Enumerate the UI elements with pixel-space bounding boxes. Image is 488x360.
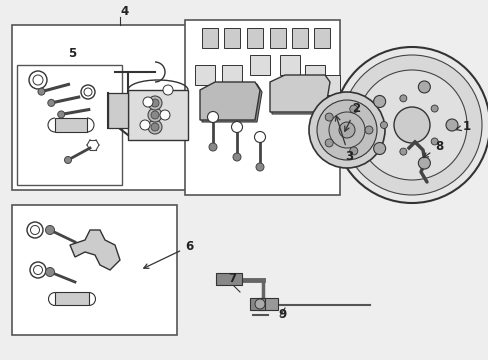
Bar <box>305 65 325 85</box>
Text: 4: 4 <box>120 5 128 18</box>
Circle shape <box>48 99 55 107</box>
Circle shape <box>30 225 40 234</box>
Bar <box>313 28 329 48</box>
Bar <box>184 20 339 195</box>
Bar <box>319 75 339 95</box>
Circle shape <box>341 55 481 195</box>
Circle shape <box>333 47 488 203</box>
Bar <box>291 28 307 48</box>
Bar <box>246 28 263 48</box>
Text: 7: 7 <box>227 272 236 285</box>
Circle shape <box>151 111 159 119</box>
Circle shape <box>231 122 242 132</box>
Circle shape <box>207 112 218 122</box>
Text: 8: 8 <box>423 140 442 158</box>
Bar <box>258 298 278 310</box>
Circle shape <box>316 100 376 160</box>
Circle shape <box>380 122 386 129</box>
Circle shape <box>399 95 406 102</box>
Circle shape <box>45 225 54 234</box>
Text: 1: 1 <box>455 120 470 133</box>
Circle shape <box>38 88 45 95</box>
Bar <box>222 65 242 85</box>
Circle shape <box>27 222 43 238</box>
Circle shape <box>160 110 170 120</box>
Text: 3: 3 <box>335 116 352 163</box>
Circle shape <box>30 262 46 278</box>
Circle shape <box>34 266 42 275</box>
Bar <box>12 205 177 335</box>
Bar <box>195 65 215 85</box>
Circle shape <box>393 107 429 143</box>
Bar <box>249 55 269 75</box>
Circle shape <box>356 70 466 180</box>
Circle shape <box>349 105 357 113</box>
Circle shape <box>148 120 162 134</box>
Circle shape <box>430 105 437 112</box>
Polygon shape <box>70 230 120 270</box>
Circle shape <box>254 299 264 309</box>
Circle shape <box>58 111 64 118</box>
Circle shape <box>325 139 332 147</box>
Circle shape <box>29 71 47 89</box>
Bar <box>224 28 240 48</box>
Circle shape <box>373 143 385 154</box>
Circle shape <box>81 85 95 99</box>
Circle shape <box>256 163 264 171</box>
Circle shape <box>208 143 217 151</box>
Circle shape <box>33 75 43 85</box>
Text: 5: 5 <box>68 47 76 60</box>
Circle shape <box>430 138 437 145</box>
Circle shape <box>418 157 429 169</box>
Circle shape <box>325 113 332 121</box>
Polygon shape <box>269 75 329 112</box>
Text: 9: 9 <box>278 308 285 321</box>
Text: 2: 2 <box>344 102 359 131</box>
Circle shape <box>148 96 162 110</box>
Circle shape <box>418 81 429 93</box>
Bar <box>280 55 299 75</box>
Circle shape <box>254 131 265 143</box>
Bar <box>216 273 242 285</box>
Circle shape <box>84 88 92 96</box>
Circle shape <box>328 112 364 148</box>
Polygon shape <box>202 84 262 122</box>
Circle shape <box>445 119 457 131</box>
Circle shape <box>349 147 357 155</box>
Circle shape <box>140 120 150 130</box>
Circle shape <box>148 108 162 122</box>
Circle shape <box>373 95 385 108</box>
Bar <box>202 28 218 48</box>
Circle shape <box>338 122 354 138</box>
Circle shape <box>151 123 159 131</box>
Circle shape <box>308 92 384 168</box>
Bar <box>17 65 122 185</box>
Polygon shape <box>271 77 331 114</box>
Bar <box>55 292 89 305</box>
Polygon shape <box>200 82 260 120</box>
Circle shape <box>64 157 71 163</box>
Text: 6: 6 <box>143 240 193 268</box>
Bar <box>249 298 264 310</box>
Circle shape <box>399 148 406 155</box>
Circle shape <box>45 267 54 276</box>
Bar <box>128 90 187 140</box>
Circle shape <box>232 153 241 161</box>
Circle shape <box>142 97 153 107</box>
Bar <box>269 28 285 48</box>
Circle shape <box>364 126 372 134</box>
Circle shape <box>163 85 173 95</box>
Bar <box>108 93 128 128</box>
Bar <box>12 25 212 190</box>
Circle shape <box>151 99 159 107</box>
Bar <box>55 118 87 132</box>
